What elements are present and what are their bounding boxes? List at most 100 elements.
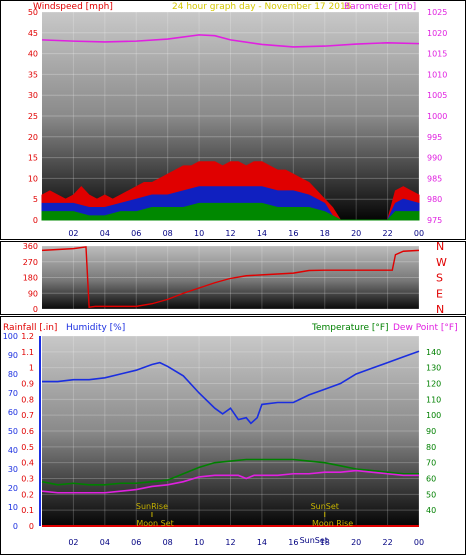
climate-plot-area xyxy=(42,336,419,526)
temperature-tick: 40 xyxy=(426,506,436,515)
x-tick: 04 xyxy=(100,229,110,238)
windspeed-tick: 40 xyxy=(28,50,38,59)
temperature-tick: 130 xyxy=(426,364,441,373)
barometer-tick: 980 xyxy=(427,195,442,204)
compass-label: N xyxy=(436,303,444,316)
series-dew-point-f xyxy=(41,469,419,494)
x-tick: 00 xyxy=(414,538,424,547)
x-tick: 04 xyxy=(100,538,110,547)
windspeed-tick: 50 xyxy=(28,8,38,17)
x-tick: 10 xyxy=(194,538,204,547)
x-tick: 14 xyxy=(257,538,267,547)
barometer-tick: 1005 xyxy=(427,91,447,100)
windspeed-tick: 20 xyxy=(28,133,38,142)
barometer-tick: 1000 xyxy=(427,112,447,121)
rainfall-axis-label: Rainfall [.in] xyxy=(3,323,57,333)
rainfall-tick: 0.8 xyxy=(21,395,34,404)
wind-x-ticks: 02 04 06 08 10 12 14 16 18 20 22 00 xyxy=(68,229,424,238)
windspeed-tick: 15 xyxy=(28,154,38,163)
x-tick: 14 xyxy=(257,229,267,238)
wind-series xyxy=(41,161,420,221)
humidity-tick: 10 xyxy=(8,503,18,512)
humidity-tick: 20 xyxy=(8,484,18,493)
x-tick: 12 xyxy=(225,538,235,547)
humidity-ticks: 0 10 20 30 40 50 60 70 80 90 100 xyxy=(3,332,18,531)
barometer-tick: 985 xyxy=(427,174,442,183)
dewpoint-axis-label: Dew Point [°F] xyxy=(393,323,458,333)
x-tick: 00 xyxy=(414,229,424,238)
windspeed-tick: 30 xyxy=(28,91,38,100)
x-tick: 16 xyxy=(288,229,298,238)
windspeed-tick: 35 xyxy=(28,70,38,79)
direction-tick: 90 xyxy=(28,289,38,298)
barometer-tick: 975 xyxy=(427,216,442,225)
rainfall-tick: 1.2 xyxy=(21,332,34,341)
rainfall-ticks: 0 0.1 0.2 0.3 0.4 0.5 0.6 0.7 0.8 0.9 1 1.1 1.2 xyxy=(21,332,34,531)
windspeed-tick: 25 xyxy=(28,112,38,121)
humidity-tick: 40 xyxy=(8,446,18,455)
x-tick: 18 xyxy=(320,538,330,547)
rainfall-tick: 0.4 xyxy=(21,459,34,468)
x-tick: 06 xyxy=(131,538,141,547)
direction-tick: 180 xyxy=(23,274,38,283)
annotation-sunset: SunSet xyxy=(300,536,328,545)
barometer-tick: 1010 xyxy=(427,70,447,79)
direction-line xyxy=(41,246,420,309)
humidity-tick: 50 xyxy=(8,427,18,436)
direction-series xyxy=(41,246,420,309)
annotation-moon-rise: Moon Rise xyxy=(312,519,353,528)
direction-tick: 0 xyxy=(33,305,38,314)
climate-plot-grid xyxy=(42,335,420,527)
x-tick: 08 xyxy=(163,538,173,547)
rainfall-tick: 0.1 xyxy=(21,506,34,515)
annotation-sunrise: SunRise xyxy=(136,502,168,511)
rainfall-tick: 0.6 xyxy=(21,427,34,436)
windspeed-tick: 0 xyxy=(33,216,38,225)
x-tick: 20 xyxy=(351,229,361,238)
temperature-tick: 80 xyxy=(426,443,436,452)
humidity-tick: 0 xyxy=(13,522,18,531)
barometer-tick: 1025 xyxy=(427,8,447,17)
x-tick: 16 xyxy=(288,538,298,547)
sun-moon-annotations: SunRise SunSet Moon Set Moon Rise SunSet xyxy=(136,502,353,545)
x-tick: 12 xyxy=(225,229,235,238)
compass-label: W xyxy=(436,256,447,269)
rainfall-tick: 0.3 xyxy=(21,475,34,484)
climate-series xyxy=(41,350,420,527)
x-tick: 22 xyxy=(382,538,392,547)
humidity-tick: 90 xyxy=(8,351,18,360)
rainfall-tick: 0.9 xyxy=(21,380,34,389)
barometer-tick: 1015 xyxy=(427,50,447,59)
rainfall-tick: 0.5 xyxy=(21,443,34,452)
barometer-tick: 995 xyxy=(427,133,442,142)
rainfall-tick: 0.2 xyxy=(21,490,34,499)
direction-ticks: 0 90 180 270 360 xyxy=(23,242,38,314)
humidity-tick: 100 xyxy=(3,332,18,341)
x-tick: 10 xyxy=(194,229,204,238)
temperature-ticks: 40 50 60 70 80 90 100 110 120 130 140 xyxy=(426,348,441,515)
humidity-tick: 30 xyxy=(8,465,18,474)
barometer-ticks: 975 980 985 990 995 1000 1005 1010 1015 1020 1025 xyxy=(427,8,447,225)
temperature-tick: 100 xyxy=(426,411,441,420)
barometer-tick: 1020 xyxy=(427,29,447,38)
barometer-line xyxy=(41,34,420,48)
x-tick: 22 xyxy=(382,229,392,238)
windspeed-tick: 10 xyxy=(28,174,38,183)
barometer-series xyxy=(41,34,420,48)
rainfall-tick: 1 xyxy=(29,364,34,373)
rainfall-tick: 1.1 xyxy=(21,348,34,357)
temperature-tick: 90 xyxy=(426,427,436,436)
x-tick: 02 xyxy=(68,538,78,547)
annotation-sunset: SunSet xyxy=(311,502,339,511)
temperature-tick: 60 xyxy=(426,475,436,484)
series-temperature-f xyxy=(41,458,419,486)
temperature-tick: 50 xyxy=(426,490,436,499)
x-tick: 02 xyxy=(68,229,78,238)
direction-plot-area xyxy=(42,246,419,309)
barometer-tick: 990 xyxy=(427,154,442,163)
x-tick: 18 xyxy=(320,229,330,238)
x-tick: 06 xyxy=(131,229,141,238)
windspeed-tick: 45 xyxy=(28,29,38,38)
temperature-tick: 120 xyxy=(426,380,441,389)
